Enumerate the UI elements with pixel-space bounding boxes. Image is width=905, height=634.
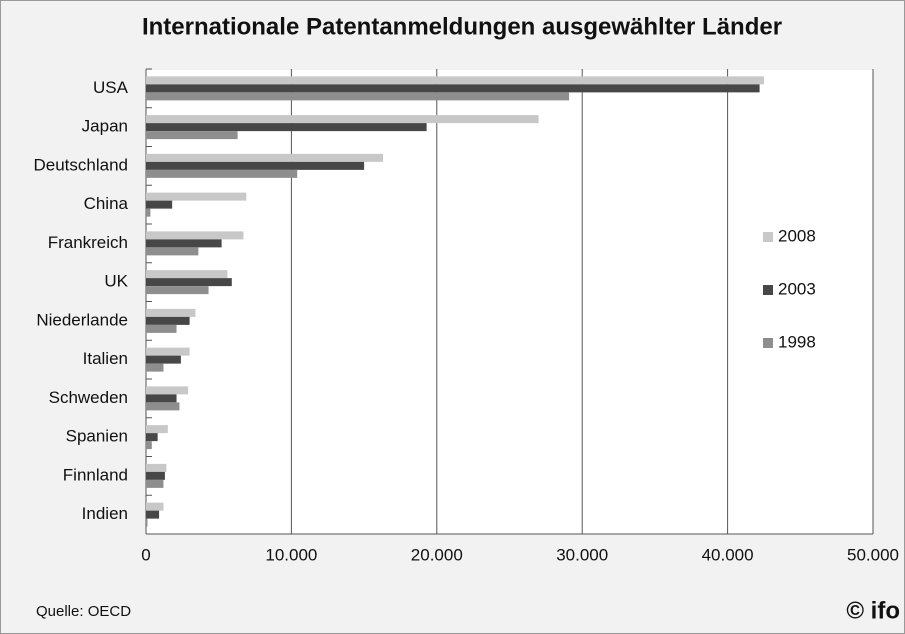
- bar: [146, 161, 365, 170]
- bar: [146, 355, 181, 364]
- y-tick-label: Finnland: [63, 465, 128, 484]
- bar: [146, 308, 196, 317]
- y-tick-label: Deutschland: [33, 155, 128, 174]
- bar: [146, 231, 244, 240]
- x-tick-label: 30.000: [556, 545, 608, 564]
- bar: [146, 463, 167, 472]
- y-tick-label: China: [84, 194, 129, 213]
- bar: [146, 92, 570, 101]
- bar: [146, 200, 173, 209]
- bar: [146, 479, 164, 488]
- x-tick-label: 0: [141, 545, 150, 564]
- bar: [146, 169, 298, 178]
- bar: [146, 84, 760, 93]
- x-tick-label: 10.000: [265, 545, 317, 564]
- bar: [146, 115, 539, 124]
- bar: [146, 239, 222, 248]
- bar: [146, 286, 209, 295]
- y-tick-label: Schweden: [49, 388, 128, 407]
- bar: [146, 425, 168, 434]
- legend-label: 2003: [778, 279, 816, 298]
- legend-label: 2008: [778, 226, 816, 245]
- logo: © ifo: [846, 597, 900, 624]
- bar: [146, 363, 164, 372]
- bar: [146, 247, 199, 256]
- y-tick-label: Frankreich: [48, 233, 128, 252]
- bar: [146, 394, 177, 403]
- legend-swatch: [763, 285, 773, 295]
- source: Quelle: OECD: [36, 603, 131, 620]
- bar: [146, 471, 165, 480]
- bar: [146, 192, 247, 201]
- chart-title: Internationale Patentanmeldungen ausgewä…: [142, 13, 782, 40]
- bar: [146, 510, 160, 519]
- y-tick-label: Spanien: [66, 427, 128, 446]
- bar: [146, 502, 164, 511]
- bar: [146, 123, 427, 132]
- y-tick-label: Japan: [82, 117, 128, 136]
- legend-label: 1998: [778, 332, 816, 351]
- y-tick-label: Indien: [82, 504, 128, 523]
- bar: [146, 316, 190, 325]
- bar: [146, 347, 190, 356]
- legend-swatch: [763, 232, 773, 242]
- legend-swatch: [763, 338, 773, 348]
- bar: [146, 402, 180, 411]
- bar: [146, 324, 177, 333]
- y-tick-label: Niederlande: [36, 310, 128, 329]
- y-tick-label: USA: [93, 78, 129, 97]
- bar: [146, 518, 148, 527]
- y-tick-label: Italien: [83, 349, 128, 368]
- x-tick-label: 40.000: [702, 545, 754, 564]
- plot-area: [146, 70, 873, 534]
- x-tick-label: 20.000: [411, 545, 463, 564]
- bar: [146, 433, 158, 442]
- bar: [146, 76, 764, 85]
- bar: [146, 208, 151, 217]
- bar: [146, 131, 238, 140]
- y-tick-label: UK: [104, 272, 128, 291]
- bar: [146, 278, 232, 287]
- bar: [146, 270, 228, 279]
- bar: [146, 441, 152, 450]
- bar: [146, 153, 384, 162]
- bar: [146, 386, 189, 395]
- x-tick-label: 50.000: [847, 545, 899, 564]
